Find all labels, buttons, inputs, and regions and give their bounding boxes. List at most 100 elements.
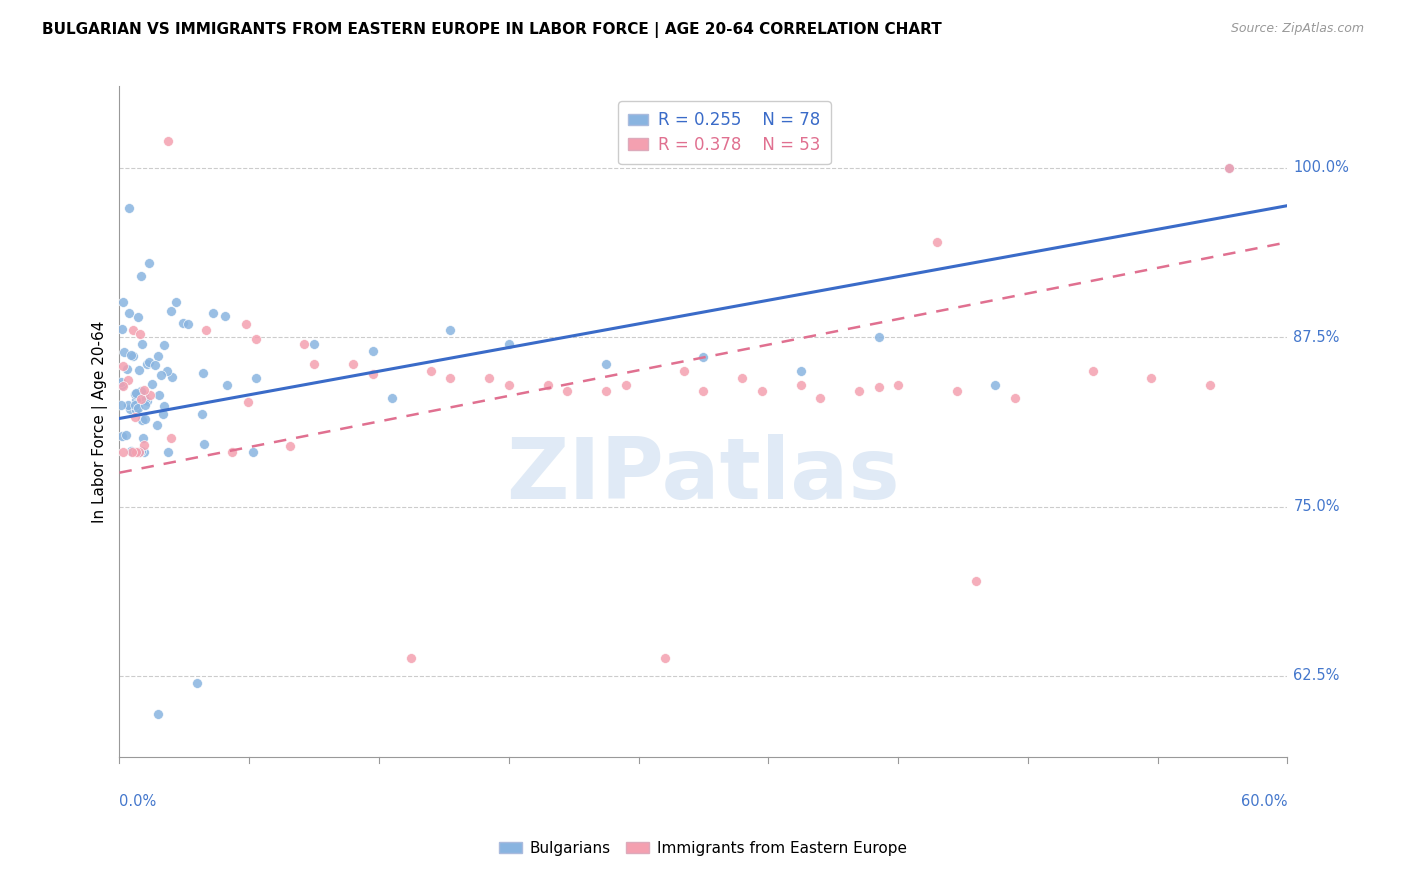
Point [143,358,166,372]
Point [1140,371,1163,385]
Point [121,349,143,363]
Point [129,269,152,284]
Point [150,368,173,382]
Text: 75.0%: 75.0% [1294,499,1340,514]
Point [292,337,315,351]
Point [202,306,225,320]
Point [159,304,181,318]
Point [1081,364,1104,378]
Point [117,399,139,413]
Point [127,310,149,324]
Point [555,384,578,399]
Point [148,349,170,363]
Point [128,445,150,459]
Point [1218,161,1240,175]
Point [790,364,813,378]
Point [238,395,260,409]
Point [148,388,170,402]
Text: 62.5%: 62.5% [1294,668,1340,683]
Point [121,445,143,459]
Point [152,407,174,421]
Point [166,295,188,310]
Point [984,377,1007,392]
Text: ZIPatlas: ZIPatlas [506,434,900,517]
Point [419,364,441,378]
Point [120,348,142,362]
Point [498,337,520,351]
Point [868,330,890,344]
Point [245,333,267,347]
Text: 60.0%: 60.0% [1241,794,1288,809]
Point [751,384,773,399]
Point [654,651,676,665]
Point [110,398,132,412]
Point [114,345,136,359]
Text: 100.0%: 100.0% [1294,161,1350,175]
Point [965,574,987,588]
Point [153,399,176,413]
Point [157,445,180,459]
Point [124,445,146,459]
Point [120,444,142,458]
Point [134,412,156,426]
Point [242,445,264,459]
Point [176,317,198,331]
Point [134,398,156,412]
Point [401,651,423,665]
Point [215,377,238,392]
Point [191,407,214,421]
Point [111,429,134,443]
Point [138,255,160,269]
Point [131,413,153,427]
Point [128,445,150,459]
Point [498,377,520,392]
Point [235,317,257,331]
Point [790,377,813,392]
Point [148,706,170,721]
Point [141,377,163,392]
Point [692,384,714,399]
Point [131,337,153,351]
Point [162,370,184,384]
Point [172,316,194,330]
Point [887,377,910,392]
Legend: Bulgarians, Immigrants from Eastern Europe: Bulgarians, Immigrants from Eastern Euro… [494,835,912,862]
Point [221,445,243,459]
Point [731,371,754,385]
Point [1004,391,1026,405]
Point [125,402,148,417]
Point [342,357,364,371]
Point [112,359,135,373]
Text: 87.5%: 87.5% [1294,330,1340,344]
Point [595,357,617,371]
Point [156,364,179,378]
Point [439,371,461,385]
Point [117,305,139,319]
Point [146,417,169,432]
Point [537,377,560,392]
Point [194,324,217,338]
Point [132,431,155,445]
Point [112,445,135,459]
Point [160,431,183,445]
Text: BULGARIAN VS IMMIGRANTS FROM EASTERN EUROPE IN LABOR FORCE | AGE 20-64 CORRELATI: BULGARIAN VS IMMIGRANTS FROM EASTERN EUR… [42,22,942,38]
Point [478,371,501,385]
Point [124,409,146,424]
Point [124,385,146,400]
Point [117,361,139,376]
Point [672,364,695,378]
Point [115,427,138,442]
Y-axis label: In Labor Force | Age 20-64: In Labor Force | Age 20-64 [93,320,108,523]
Point [808,391,831,405]
Point [361,367,384,381]
Point [153,338,176,352]
Point [381,391,404,405]
Point [128,363,150,377]
Point [136,393,159,408]
Point [131,392,153,407]
Point [692,351,714,365]
Point [112,378,135,392]
Point [135,357,157,371]
Point [125,393,148,408]
Point [595,384,617,399]
